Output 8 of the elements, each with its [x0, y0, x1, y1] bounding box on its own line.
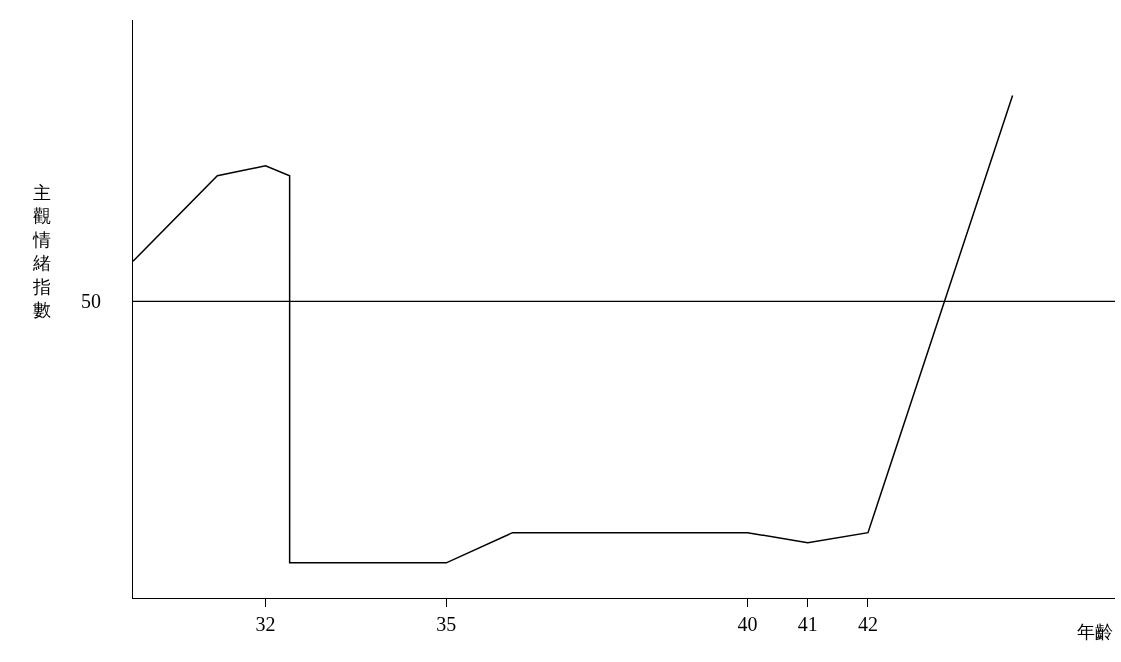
y-axis-title: 主觀情緒指數 [32, 183, 51, 320]
x-tick-label: 35 [436, 613, 457, 636]
x-tick-label: 40 [737, 613, 758, 636]
x-tick-label: 32 [255, 613, 276, 636]
x-tick-label: 41 [797, 613, 818, 636]
x-axis-title: 年齡 [1077, 622, 1113, 642]
text: 50 [81, 290, 101, 312]
x-tick-label: 42 [857, 613, 878, 636]
